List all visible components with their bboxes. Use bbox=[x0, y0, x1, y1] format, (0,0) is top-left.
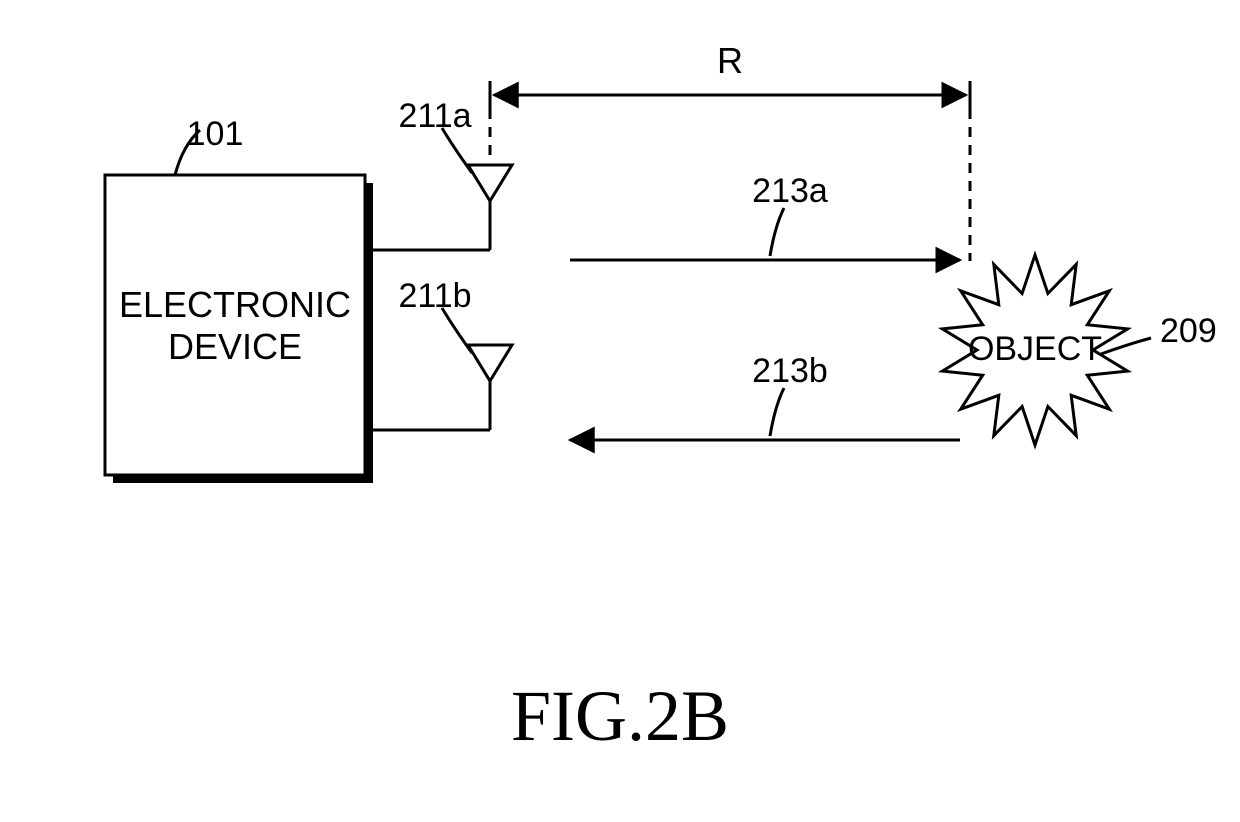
device-label-line1: ELECTRONIC bbox=[119, 284, 351, 325]
device-label-line2: DEVICE bbox=[168, 326, 302, 367]
svg-text:211b: 211b bbox=[398, 277, 471, 315]
tx-antenna bbox=[365, 165, 512, 250]
svg-text:209: 209 bbox=[1160, 312, 1217, 350]
ref-211a: 211a bbox=[398, 97, 472, 173]
ref-211b: 211b bbox=[398, 277, 472, 353]
ref-101: 101 bbox=[175, 115, 243, 175]
object-starburst: OBJECT bbox=[942, 255, 1127, 445]
figure-canvas: ELECTRONIC DEVICE 101 211a 211b R bbox=[0, 0, 1240, 822]
ref-213b: 213b bbox=[752, 352, 828, 436]
object-label: OBJECT bbox=[968, 330, 1102, 368]
electronic-device-block: ELECTRONIC DEVICE bbox=[105, 175, 373, 483]
range-label: R bbox=[717, 40, 743, 81]
svg-text:213a: 213a bbox=[752, 172, 828, 210]
figure-caption: FIG.2B bbox=[511, 676, 729, 756]
svg-text:211a: 211a bbox=[398, 97, 471, 135]
range-dimension: R bbox=[490, 40, 970, 261]
svg-text:101: 101 bbox=[187, 115, 244, 153]
rx-antenna bbox=[365, 345, 512, 430]
ref-213a: 213a bbox=[752, 172, 828, 256]
svg-text:213b: 213b bbox=[752, 352, 828, 390]
